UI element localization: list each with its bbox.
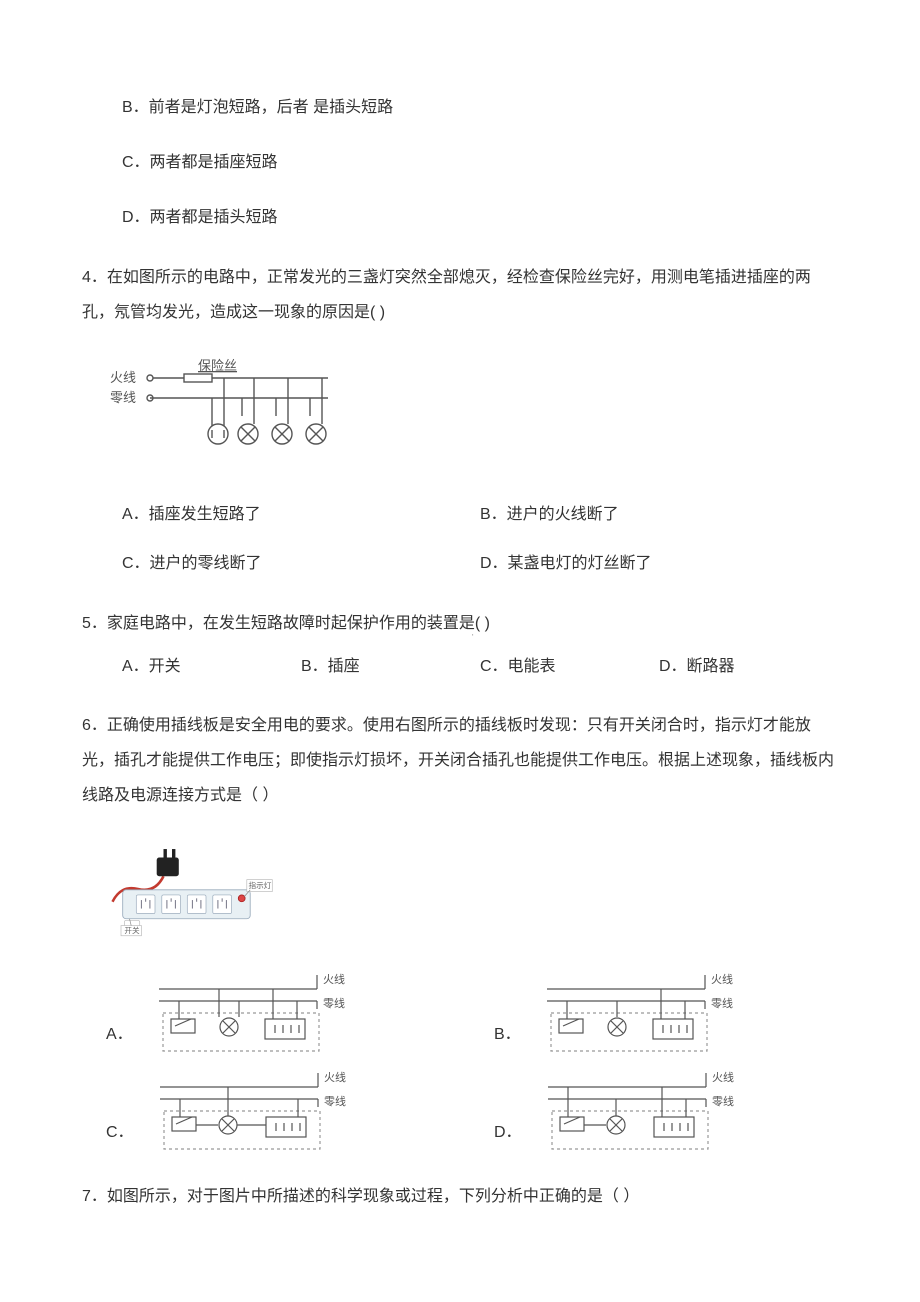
q6-diagram-c: 火线 零线 [140, 1065, 360, 1155]
q5-option-c: C．电能表 [480, 658, 556, 675]
svg-text:火线: 火线 [712, 1070, 734, 1084]
q4-option-d: D．某盏电灯的灯丝断了 [480, 546, 838, 581]
fuse-label: 保险丝 [198, 358, 237, 373]
q4-circuit-figure: 保险丝 火线 零线 [104, 356, 344, 466]
svg-text:零线: 零线 [324, 1094, 346, 1108]
q5-option-a: A．开关 [122, 649, 301, 684]
indicator-lamp-label: 指示灯 [248, 881, 271, 891]
q3-option-b: B．前者是灯泡短路，后者 是插头短路 [82, 90, 838, 125]
q6-diagram-a-cell: A． [82, 967, 450, 1057]
q6-diagram-b: 火线 零线 [527, 967, 747, 1057]
q5-options: A．开关 B．插座 ▪ C．电能表 D．断路器 [82, 649, 838, 684]
q6-diagram-d-cell: D． 火线 零线 [470, 1065, 838, 1155]
q4-stem: 4．在如图所示的电路中，正常发光的三盏灯突然全部熄灭，经检查保险丝完好，用测电笔… [82, 260, 838, 330]
q6-stem: 6．正确使用插线板是安全用电的要求。使用右图所示的插线板时发现：只有开关闭合时，… [82, 708, 838, 814]
q6-option-a-label: A． [82, 1017, 139, 1056]
q4-option-c: C．进户的零线断了 [122, 546, 480, 581]
q6-diagram-b-cell: B． 火线 零线 [470, 967, 838, 1057]
svg-text:零线: 零线 [711, 996, 733, 1010]
q6-powerstrip-figure: 指示灯 开关 [104, 839, 274, 939]
q6-option-c-label: C． [82, 1115, 140, 1154]
q6-diagram-c-cell: C． 火 [82, 1065, 450, 1155]
q4-option-b: B．进户的火线断了 [480, 497, 838, 532]
switch-label: 开关 [124, 926, 140, 936]
live-label: 火线 [110, 370, 136, 385]
q5-option-b: B．插座 [301, 649, 480, 684]
stray-mark-icon: ▪ [472, 631, 473, 640]
svg-text:火线: 火线 [711, 972, 733, 986]
q4-options-row1: A．插座发生短路了 B．进户的火线断了 [82, 497, 838, 532]
svg-text:零线: 零线 [323, 996, 345, 1010]
svg-text:零线: 零线 [712, 1094, 734, 1108]
q4-option-a: A．插座发生短路了 [122, 497, 480, 532]
q3-option-c: C．两者都是插座短路 [82, 145, 838, 180]
svg-text:火线: 火线 [323, 972, 345, 986]
q7-stem: 7．如图所示，对于图片中所描述的科学现象或过程，下列分析中正确的是（ ） [82, 1179, 838, 1214]
q5-stem: 5．家庭电路中，在发生短路故障时起保护作用的装置是( ) [82, 606, 838, 641]
q6-option-b-label: B． [470, 1017, 527, 1056]
q6-diagram-d: 火线 零线 [528, 1065, 748, 1155]
neutral-label: 零线 [110, 390, 136, 405]
q5-option-d: D．断路器 [659, 649, 838, 684]
q4-options-row2: C．进户的零线断了 D．某盏电灯的灯丝断了 [82, 546, 838, 581]
q6-diagram-a: 火线 零线 [139, 967, 359, 1057]
q6-option-d-label: D． [470, 1115, 528, 1154]
q3-option-d: D．两者都是插头短路 [82, 200, 838, 235]
q6-diagram-grid: A． [82, 967, 838, 1155]
svg-text:火线: 火线 [324, 1070, 346, 1084]
